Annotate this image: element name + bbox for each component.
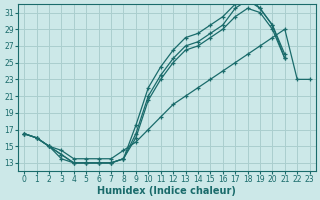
X-axis label: Humidex (Indice chaleur): Humidex (Indice chaleur)	[98, 186, 236, 196]
